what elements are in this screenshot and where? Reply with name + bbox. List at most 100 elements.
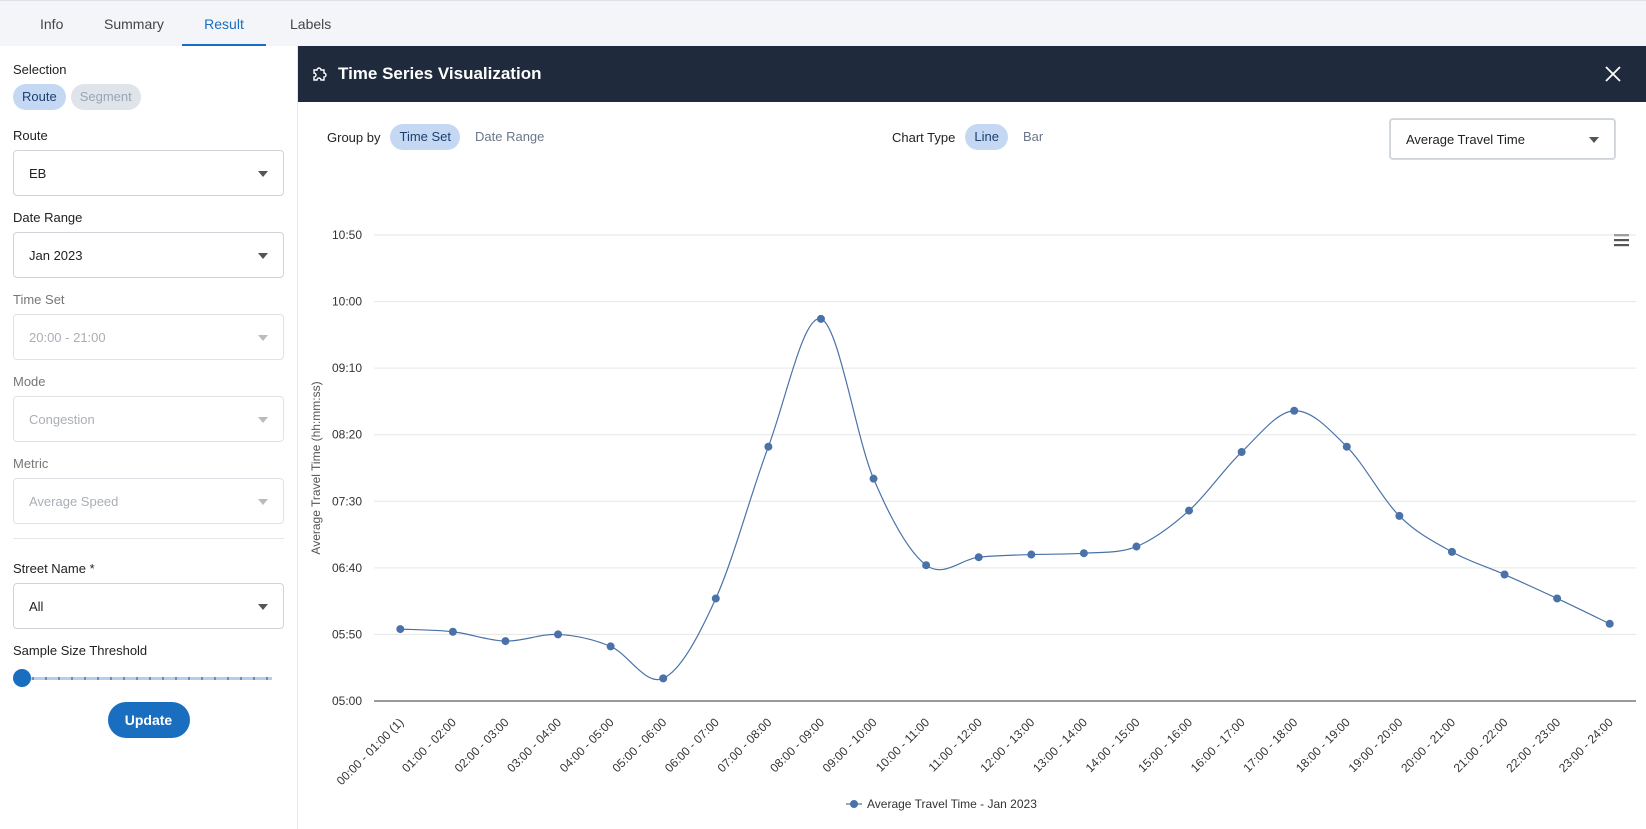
x-tick-label: 21:00 - 22:00: [1451, 715, 1511, 775]
x-tick-label: 16:00 - 17:00: [1188, 715, 1248, 775]
tab-bar: Info Summary Result Labels: [0, 0, 1646, 46]
field: Route EB: [13, 128, 284, 196]
data-point: [1290, 406, 1299, 415]
slider-knob[interactable]: [13, 669, 31, 687]
x-tick-label: 14:00 - 15:00: [1083, 715, 1143, 775]
metric-select[interactable]: Average Travel Time: [1390, 119, 1615, 159]
x-tick-label: 05:00 - 06:00: [609, 715, 669, 775]
data-point: [816, 314, 825, 323]
x-tick-label: 09:00 - 10:00: [820, 715, 880, 775]
field: Metric Average Speed: [13, 456, 284, 524]
x-tick-label: 03:00 - 04:00: [504, 715, 564, 775]
y-tick-label: 07:30: [332, 494, 362, 508]
slider-track: [21, 677, 272, 680]
x-tick-label: 01:00 - 02:00: [399, 715, 459, 775]
selection-option[interactable]: Route: [13, 84, 66, 110]
update-button[interactable]: Update: [107, 702, 190, 738]
selection-toggle: Route Segment: [13, 84, 284, 110]
x-tick-label: 17:00 - 18:00: [1240, 715, 1300, 775]
group-by-label: Group by: [327, 129, 381, 145]
x-tick-label: 10:00 - 11:00: [873, 715, 933, 775]
data-point: [1447, 547, 1456, 556]
separator: [13, 538, 284, 539]
field-label: Mode: [13, 374, 46, 389]
y-tick-label: 05:00: [332, 694, 362, 708]
x-tick-label: 08:00 - 09:00: [767, 715, 827, 775]
y-axis-title: Average Travel Time (hh:mm:ss): [309, 381, 323, 554]
y-tick-label: 09:10: [332, 361, 362, 375]
y-tick-label: 05:50: [332, 627, 362, 641]
field: Street Name * All: [13, 561, 284, 629]
chart-type-option[interactable]: Line: [965, 124, 1008, 150]
x-tick-label: 02:00 - 03:00: [452, 715, 512, 775]
field: Date Range Jan 2023: [13, 210, 284, 278]
x-tick-label: 04:00 - 05:00: [557, 715, 617, 775]
x-tick-label: 11:00 - 12:00: [926, 715, 986, 775]
data-point: [922, 561, 931, 570]
tab[interactable]: Labels: [290, 16, 332, 32]
legend-item[interactable]: Average Travel Time - Jan 2023: [846, 797, 1037, 811]
field-select: 20:00 - 21:00: [13, 314, 284, 360]
group-by-option[interactable]: Time Set: [390, 124, 461, 150]
panel-header: Time Series Visualization: [298, 46, 1646, 102]
legend-swatch: [850, 800, 858, 808]
chart-type-option[interactable]: Bar: [1022, 129, 1044, 144]
data-point: [606, 642, 615, 651]
x-tick-label: 06:00 - 07:00: [662, 715, 722, 775]
group-by: Group by Time Set Date Range: [327, 124, 553, 150]
x-tick-label: 23:00 - 24:00: [1556, 715, 1616, 775]
panel-title: Time Series Visualization: [338, 64, 542, 83]
field-label: Route: [13, 128, 48, 143]
data-point: [1395, 511, 1404, 520]
field-label: Metric: [13, 456, 49, 471]
data-point: [1132, 542, 1141, 551]
field: Mode Congestion: [13, 374, 284, 442]
data-point: [1237, 448, 1246, 457]
close-button[interactable]: [1604, 65, 1622, 83]
data-point: [1553, 594, 1562, 603]
data-point: [554, 630, 563, 639]
field-select[interactable]: Jan 2023: [13, 232, 284, 278]
x-tick-label: 22:00 - 23:00: [1503, 715, 1563, 775]
y-tick-label: 08:20: [332, 428, 362, 442]
data-point: [1342, 442, 1351, 451]
field-select: Congestion: [13, 396, 284, 442]
data-point: [711, 594, 720, 603]
tab[interactable]: Info: [40, 16, 64, 32]
x-tick-label: 00:00 - 01:00 (1): [334, 715, 407, 788]
selection-option[interactable]: Segment: [70, 84, 141, 110]
y-tick-label: 10:00: [332, 295, 362, 309]
menu-icon[interactable]: [1614, 234, 1629, 247]
x-tick-label: 18:00 - 19:00: [1293, 715, 1353, 775]
slider[interactable]: [13, 668, 284, 688]
series-line: [400, 318, 1610, 681]
tab[interactable]: Result: [182, 1, 266, 46]
field-label: Time Set: [13, 292, 65, 307]
visualization-panel: Time Series Visualization Group by Time S…: [298, 46, 1646, 829]
group-by-option[interactable]: Date Range: [475, 129, 545, 144]
selection-label: Selection: [13, 62, 67, 77]
chart-type: Chart Type Line Bar: [892, 124, 1052, 150]
field-select[interactable]: All: [13, 583, 284, 629]
data-point: [396, 625, 405, 634]
x-tick-label: 12:00 - 13:00: [977, 715, 1037, 775]
field-label: Street Name *: [13, 561, 95, 576]
data-point: [1027, 550, 1036, 559]
data-point: [1185, 506, 1194, 515]
x-tick-label: 07:00 - 08:00: [715, 715, 775, 775]
sidebar: Selection Route Segment Route EB Date Range Ja…: [0, 46, 298, 829]
field-select: Average Speed: [13, 478, 284, 524]
chart: 05:00 05:50 06:40 07:30 08:20 09:10 10:00 10:50…: [309, 228, 1636, 811]
chart-type-label: Chart Type: [892, 129, 956, 145]
field: Time Set 20:00 - 21:00: [13, 292, 284, 360]
y-tick-label: 06:40: [332, 561, 362, 575]
data-point: [974, 553, 983, 562]
slider-label: Sample Size Threshold: [13, 643, 148, 658]
data-point: [764, 442, 773, 451]
chart-controls: Group by Time Set Date Range Chart Type Lin…: [298, 102, 1646, 162]
field-select[interactable]: EB: [13, 150, 284, 196]
tab[interactable]: Summary: [104, 16, 164, 32]
x-tick-label: 20:00 - 21:00: [1398, 715, 1458, 775]
